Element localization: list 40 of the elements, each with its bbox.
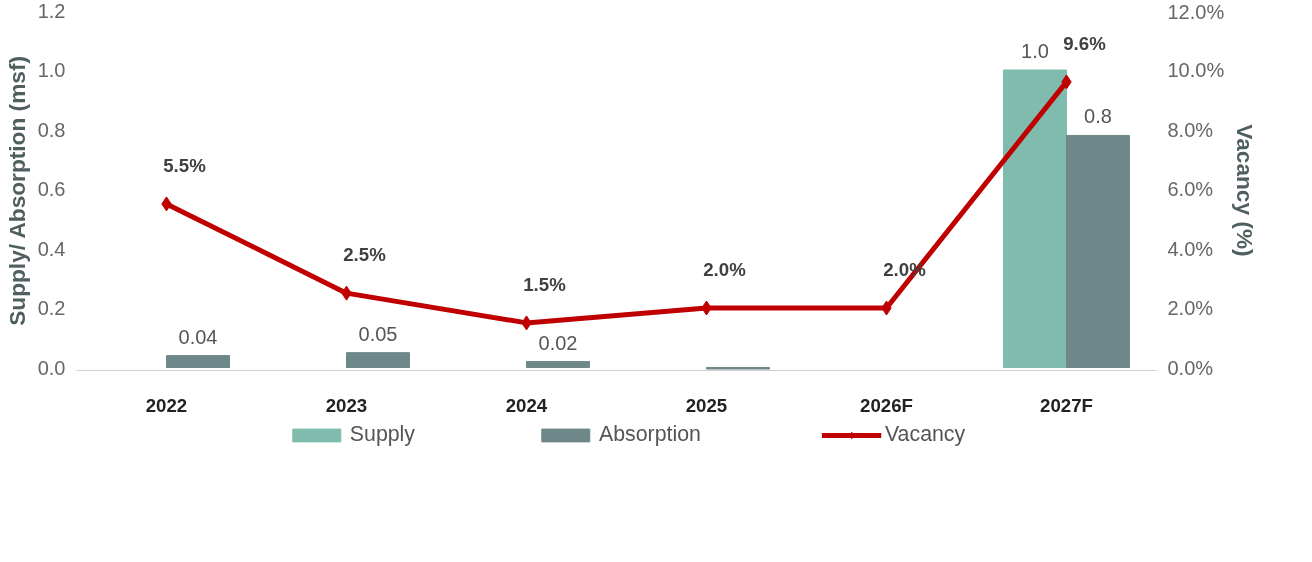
y-tick-label: 0.0 — [37, 356, 66, 379]
y-tick-label: 0.6 — [37, 178, 66, 201]
data-label: 9.6% — [1063, 32, 1107, 54]
data-label: 0.05 — [358, 322, 398, 345]
bar — [1066, 134, 1130, 369]
y-tick-label: 0.8 — [37, 118, 66, 141]
bar — [346, 352, 410, 369]
data-label: 1.5% — [523, 273, 567, 295]
y2-tick-label: 12.0% — [1167, 0, 1225, 23]
x-tick-label: 2022 — [145, 394, 188, 416]
y2-tick-label: 0.0% — [1167, 356, 1214, 379]
data-label: 2.0% — [703, 259, 747, 281]
y2-axis-title: Vacancy (%) — [1232, 124, 1259, 257]
data-label: 0.04 — [178, 325, 218, 348]
bar — [166, 355, 230, 369]
x-tick-label: 2025 — [685, 394, 728, 416]
y-tick-label: 0.2 — [37, 297, 66, 320]
legend-label: Absorption — [599, 422, 701, 447]
x-tick-label: 2024 — [505, 394, 548, 416]
x-tick-label: 2026F — [860, 394, 913, 416]
y2-tick-label: 4.0% — [1167, 237, 1214, 260]
y-tick-label: 0.4 — [37, 237, 66, 260]
y2-tick-label: 8.0% — [1167, 118, 1214, 141]
x-tick-label: 2023 — [325, 394, 368, 416]
legend-label: Supply — [349, 422, 416, 447]
data-label: 0.8 — [1084, 105, 1112, 128]
y2-tick-label: 6.0% — [1167, 178, 1214, 201]
x-tick-label: 2027F — [1040, 394, 1093, 416]
y2-tick-label: 2.0% — [1167, 297, 1214, 320]
legend-label: Vacancy — [884, 422, 966, 447]
data-label: 2.5% — [343, 244, 387, 266]
y-tick-label: 1.0 — [37, 59, 66, 81]
data-label: 1.0 — [1021, 40, 1049, 62]
data-label: 0.02 — [538, 331, 578, 354]
bar — [1003, 69, 1067, 369]
y2-tick-label: 10.0% — [1167, 59, 1225, 81]
bar — [526, 361, 590, 369]
y-tick-label: 1.2 — [37, 0, 66, 22]
data-label: 5.5% — [163, 154, 207, 176]
y-axis-title: Supply/ Absorption (msf) — [3, 56, 30, 326]
